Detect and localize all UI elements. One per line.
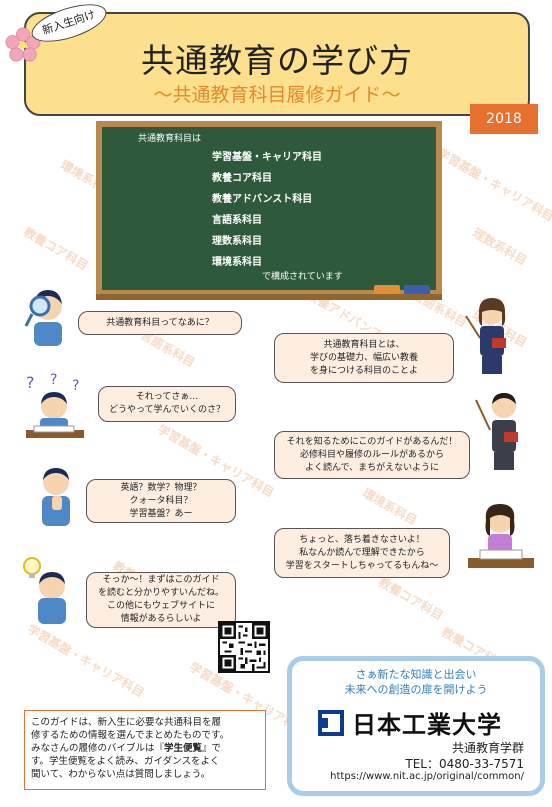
board-intro: 共通教育科目は [138,134,202,144]
bubble-line: 必修科目や履修のルールがあるから [299,449,444,460]
watermark: 学習基盤・キャリア科目 [25,621,147,700]
sakura-icon [5,27,41,62]
speech-bubble: ちょっと、落ち着きなさいよ！ 私なんか読んで理解できたから 学習をスタートしちゃ… [274,528,450,578]
bubble-line: 共通教育科目とは、 [323,339,405,350]
note-line: 修するための情報を選んでまとめたものです。 [31,730,230,741]
svg-text:?: ? [26,373,35,392]
website-link[interactable]: https://www.nit.ac.jp/original/common/ [330,771,524,782]
university-card: さぁ新たな知識と出会い 未来への創造の扉を開けよう 日本工業大学 共通教育学群 … [287,656,545,796]
watermark: 学習基盤・キャリア科目 [435,145,552,224]
note-line: みなさんの履修のバイブルは『学生便覧』で [31,742,259,755]
bubble-line: よく読んで、まちがえないように [304,462,439,473]
speech-bubble: 英語？数学？物理？ クォータ科目？ 学習基盤？あー [86,479,236,523]
bubble-line: を読むと分かりやすいんだね。 [97,588,224,598]
bubble-line: ちょっと、落ち着きなさいよ！ [299,534,425,545]
nit-logo-icon [318,709,344,736]
title-banner: 共通教育の学び方 〜共通教育科目履修ガイド〜 [24,12,530,116]
watermark: 理数系科目 [470,225,530,268]
student-idea-illustration [23,557,66,624]
student-girl-reading-illustration [468,504,534,568]
svg-text:?: ? [50,372,57,388]
note-line: このガイドは、新入生に必要な共通科目を履 [31,717,222,728]
speech-bubble: 共通教育科目とは、 学びの基礎力、幅広い教養 を身につける科目のことよ [274,333,454,383]
subject-item: 環境系科目 [212,257,262,268]
bubble-line: 学習をスタートしちゃってるもんね〜 [285,560,439,571]
bubble-line: 私なんか読んで理解できたから [299,547,425,558]
subject-list: 学習基盤・キャリア科目 教養コア科目 教養アドバンスト科目 言語系科目 理数系科… [212,147,322,273]
speech-bubble: そっか〜！まずはこのガイド を読むと分かりやすいんだね。 この他にもウェブサイト… [86,572,236,628]
page-subtitle: 〜共通教育科目履修ガイド〜 [153,84,401,106]
university-name: 日本工業大学 [352,711,502,739]
bubble-line: それってさぁ… [135,392,199,402]
slogan-line: 未来への創造の扉を開けよう [344,683,488,696]
page-title: 共通教育の学び方 [141,41,413,80]
university-logo: 日本工業大学 [318,705,502,740]
watermark: 環境系科目 [360,485,420,528]
note-line: す。学生便覧をよく読み、ガイダンスをよく [31,756,220,767]
blackboard-ledge [96,294,442,300]
subject-item: 言語系科目 [212,215,262,226]
bubble-line: この他にもウェブサイトに [106,601,215,611]
speech-bubble: それを知るためにこのガイドがあるんだ！ 必修科目や履修のルールがあるから よく読… [274,431,470,479]
bubble-line: クォータ科目？ [129,495,193,506]
student-puzzled-illustration [42,468,70,526]
student-magnifier-illustration [24,290,62,346]
bubble-line: 英語？数学？物理？ [120,482,202,493]
guide-note: このガイドは、新入生に必要な共通科目を履 修するための情報を選んでまとめたもので… [24,710,266,790]
phone-number: TEL：0480-33-7571 [405,757,524,771]
slogan: さぁ新たな知識と出会い 未来への創造の扉を開けよう [292,667,540,697]
qr-code-icon[interactable] [218,621,270,673]
note-line: 聞いて、わからない点は質問しましょう。 [31,769,211,780]
chalk-eraser-icon [374,285,400,295]
bubble-line: 学習基盤？あー [129,508,193,519]
subject-item: 理数系科目 [212,236,262,247]
teacher-man-illustration [475,393,518,470]
note-emphasis: 学生便覧 [164,743,203,754]
bubble-line: そっか〜！まずはこのガイド [102,575,220,585]
student-confused-illustration: ? ? ? [26,372,84,438]
speech-bubble: それってさぁ… どうやって学んでいくのさ？ [98,386,236,422]
bubble-line: 学びの基礎力、幅広い教養 [309,352,418,363]
bubble-line: それを知るためにこのガイドがあるんだ！ [286,436,458,447]
watermark: 教養コア科目 [376,574,446,623]
watermark: 教養コア科目 [21,224,91,273]
subject-item: 学習基盤・キャリア科目 [212,152,322,163]
subject-item: 教養アドバンスト科目 [212,194,313,205]
note-text: 』で [202,743,222,754]
speech-bubble: 共通教育科目ってなあに？ [78,311,242,335]
slogan-line: さぁ新たな知識と出会い [355,668,477,681]
bubble-line: どうやって学んでいくのさ？ [108,405,226,415]
bubble-line: を身につける科目のことよ [309,365,418,376]
board-outro: で構成されています [262,272,343,282]
bubble-line: 共通教育科目ってなあに？ [106,317,214,328]
department-name: 共通教育学群 [451,741,524,755]
teacher-woman-illustration [465,298,506,374]
chalk-eraser-icon [404,285,430,295]
subject-item: 教養コア科目 [212,173,272,184]
note-text: みなさんの履修のバイブルは『 [31,743,165,754]
blackboard: 共通教育科目は 学習基盤・キャリア科目 教養コア科目 教養アドバンスト科目 言語… [96,121,442,296]
bubble-line: 情報があるらしいよ [120,614,202,624]
svg-text:?: ? [72,378,79,394]
year-badge: 2018 [470,104,538,134]
